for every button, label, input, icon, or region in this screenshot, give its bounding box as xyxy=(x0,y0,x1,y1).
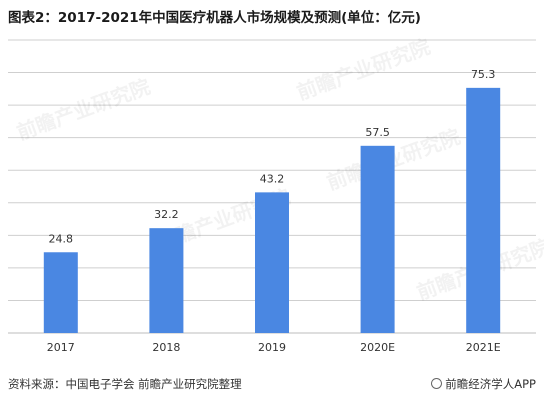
x-tick-label: 2017 xyxy=(47,341,75,354)
chart-title: 图表2：2017-2021年中国医疗机器人市场规模及预测(单位：亿元) xyxy=(8,10,421,26)
x-tick-label: 2018 xyxy=(152,341,180,354)
watermark-text: 前瞻产业研究院 xyxy=(14,74,154,144)
value-label: 24.8 xyxy=(49,232,74,245)
bar-2017 xyxy=(43,252,78,333)
bars xyxy=(43,87,501,334)
value-label: 43.2 xyxy=(260,172,285,185)
x-tick-label: 2019 xyxy=(258,341,286,354)
value-label: 75.3 xyxy=(471,68,496,81)
value-label: 32.2 xyxy=(154,208,179,221)
value-label: 57.5 xyxy=(365,126,390,139)
bar-2018 xyxy=(149,228,184,333)
brand-text: 前瞻经济学人APP xyxy=(445,377,536,391)
bar-2021E xyxy=(466,87,501,334)
bar-2019 xyxy=(255,192,289,333)
brand-credit: 前瞻经济学人APP xyxy=(431,376,536,392)
source-note: 资料来源：中国电子学会 前瞻产业研究院整理 xyxy=(8,377,242,391)
watermark-text: 前瞻产业研究院 xyxy=(294,34,434,104)
x-axis-ticks: 2017 2018 2019 2020E 2021E xyxy=(47,341,501,354)
bar-2020E xyxy=(360,145,395,333)
value-labels: 24.8 32.2 43.2 57.5 75.3 xyxy=(49,68,496,245)
x-tick-label: 2020E xyxy=(360,341,395,354)
x-tick-label: 2021E xyxy=(466,341,501,354)
qianzhan-logo-icon xyxy=(431,378,443,389)
